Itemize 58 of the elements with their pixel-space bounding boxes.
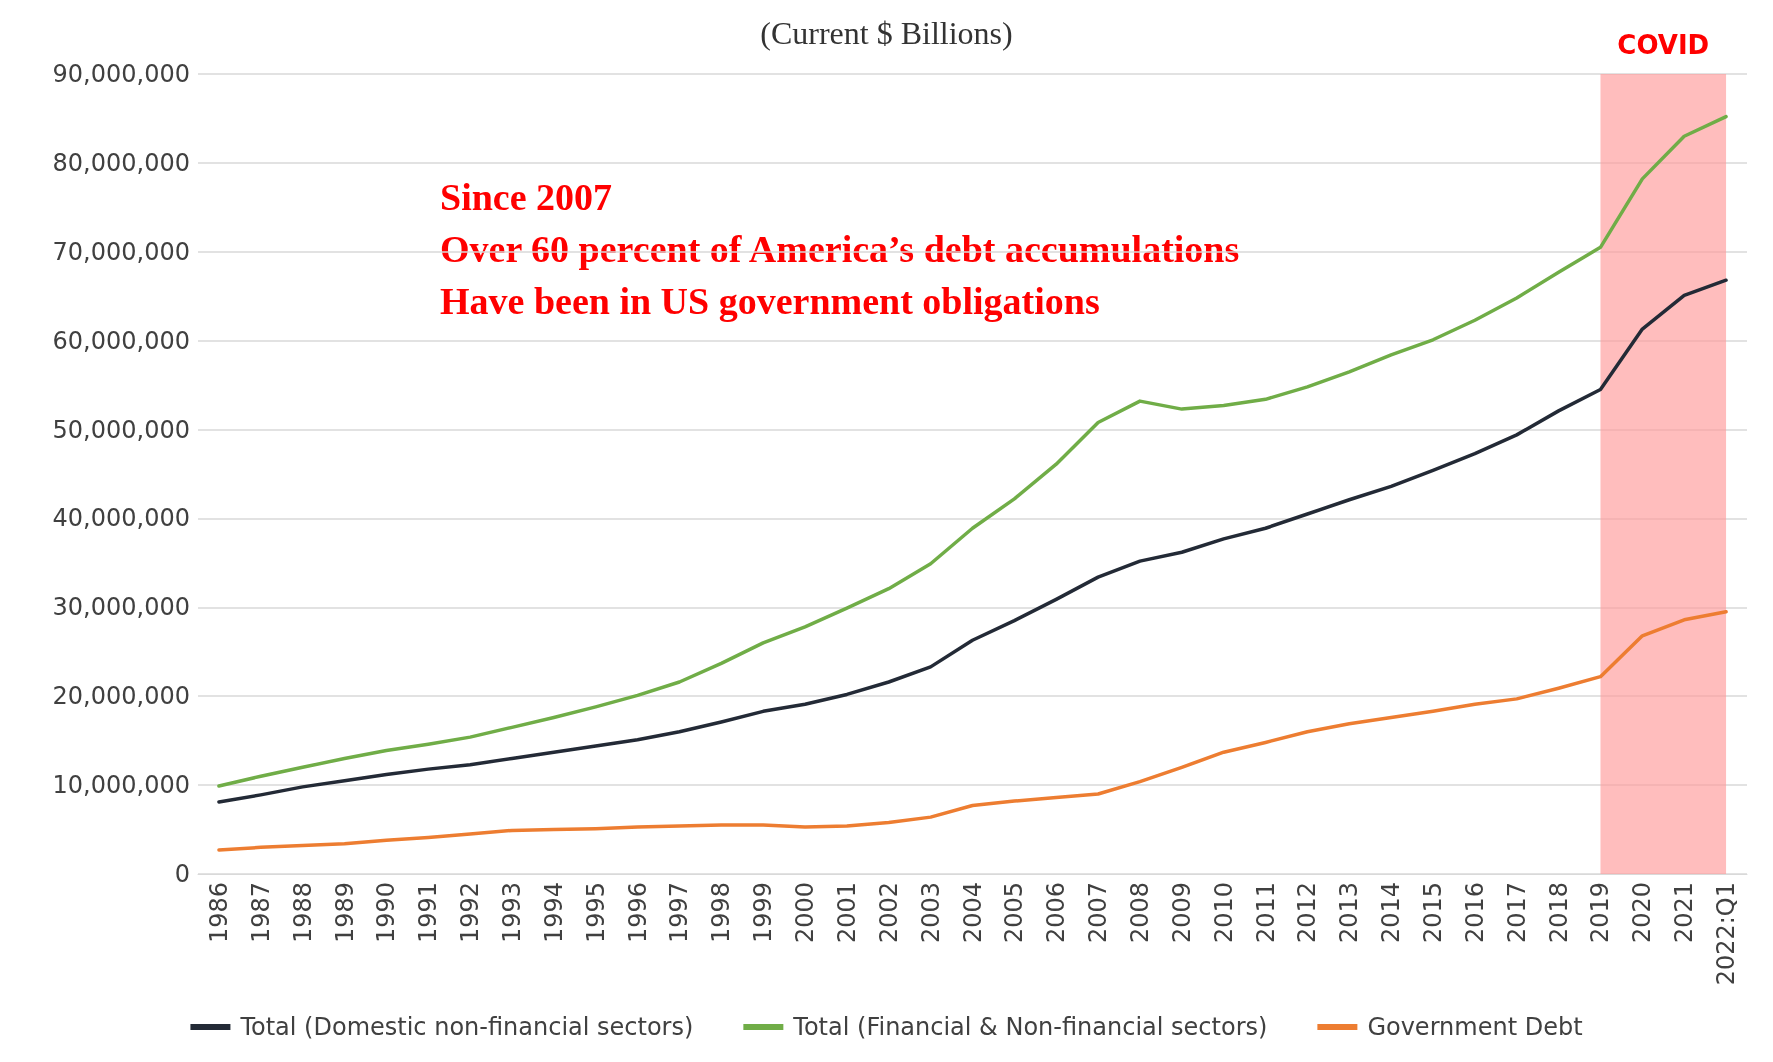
y-tick-label: 60,000,000 [52,326,190,355]
y-tick-label: 90,000,000 [52,60,190,88]
x-tick-label: 1989 [330,882,359,944]
x-tick-label: 2003 [916,882,945,944]
x-tick-label: 1995 [581,882,610,944]
annotation: Over 60 percent of America’s debt accumulations [440,228,1240,270]
legend-label: Total (Financial & Non-financial sectors) [792,1013,1268,1041]
x-tick-label: 2020 [1628,882,1657,944]
x-tick-label: 1997 [665,882,694,944]
x-tick-label: 1998 [707,882,736,944]
chart-subtitle: (Current $ Billions) [760,15,1013,51]
line-series [217,114,1728,788]
y-tick-label: 70,000,000 [52,237,190,266]
x-tick-label: 1994 [539,882,568,944]
x-tick-label: 2005 [1000,882,1029,944]
y-tick-label: 40,000,000 [52,504,190,533]
y-tick-label: 50,000,000 [52,415,190,444]
x-tick-label: 1996 [623,882,652,944]
x-tick-label: 2007 [1084,882,1113,944]
legend-label: Government Debt [1367,1013,1583,1041]
x-tick-label: 1987 [246,882,275,944]
annotation: Have been in US government obligations [440,280,1100,322]
x-tick-label: 2016 [1460,882,1489,944]
legend-label: Total (Domestic non-financial sectors) [239,1013,694,1041]
x-tick-label: 2019 [1586,882,1615,944]
x-tick-label: 2000 [791,882,820,944]
y-tick-label: 0 [174,860,190,888]
y-tick-label: 10,000,000 [52,771,190,800]
y-tick-label: 80,000,000 [52,148,190,177]
x-tick-label: 1992 [456,882,485,944]
y-tick-label: 30,000,000 [52,593,190,622]
x-tick-label: 2011 [1251,882,1280,944]
x-tick-label: 2004 [958,882,987,944]
x-tick-label: 2001 [832,882,861,944]
x-tick-label: 2006 [1042,882,1071,944]
x-tick-label: 1999 [749,882,778,944]
x-tick-label: 1986 [204,882,233,944]
annotation: Since 2007 [440,176,613,218]
x-tick-label: 1990 [372,882,401,944]
x-tick-label: 2015 [1419,882,1448,944]
x-tick-label: 2021 [1670,882,1699,944]
line-series [217,278,1728,804]
line-series [217,610,1728,852]
x-tick-label: 2013 [1335,882,1364,944]
x-tick-label: 2002 [874,882,903,944]
x-tick-label: 2022:Q1 [1712,882,1741,986]
y-tick-label: 20,000,000 [52,682,190,711]
x-tick-label: 1993 [497,882,526,944]
band-label: COVID [1617,30,1710,60]
x-tick-label: 2017 [1502,882,1531,944]
x-tick-label: 2010 [1209,882,1238,944]
x-tick-label: 2009 [1167,882,1196,944]
x-tick-label: 2012 [1293,882,1322,944]
x-tick-label: 2008 [1125,882,1154,944]
x-tick-label: 2014 [1377,882,1406,944]
x-tick-label: 2018 [1544,882,1573,944]
x-tick-label: 1991 [414,882,443,944]
x-tick-label: 1988 [288,882,317,944]
